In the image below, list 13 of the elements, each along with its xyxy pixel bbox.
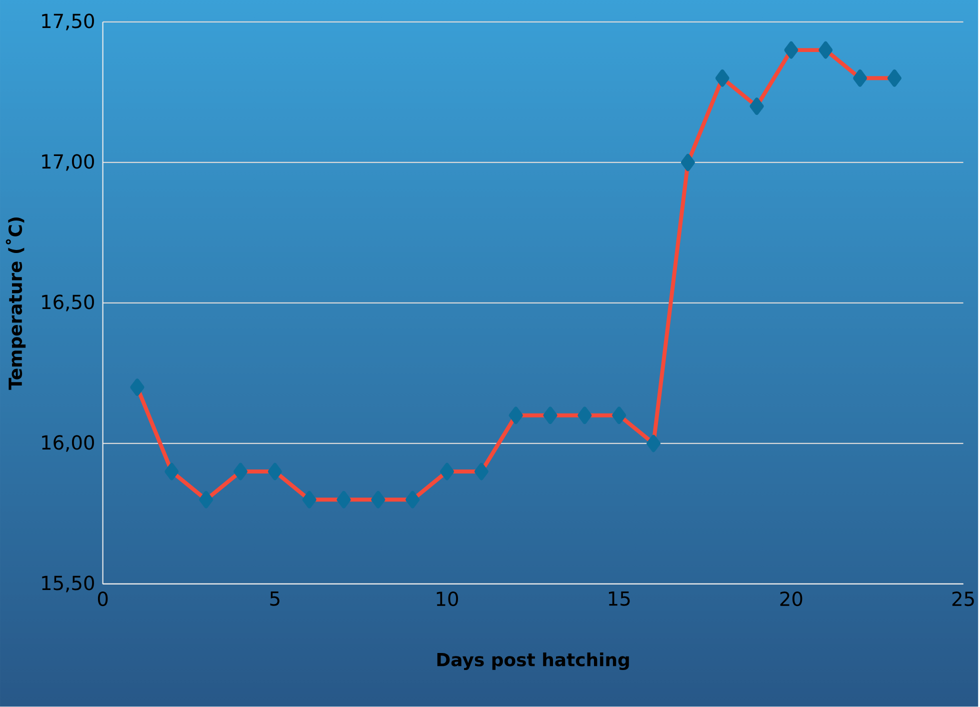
y-tick-label: 17,50 [42, 14, 94, 30]
x-axis-title: Days post hatching [437, 652, 629, 670]
x-tick-label: 20 [780, 592, 802, 606]
x-tick-label: 25 [952, 592, 974, 606]
y-axis-title: Temperature (˚C) [6, 218, 26, 390]
y-tick-label: 16,50 [42, 294, 94, 312]
y-tick-label: 16,00 [42, 435, 94, 452]
y-tick-label: 17,00 [42, 154, 94, 171]
y-tick-label: 15,50 [42, 576, 94, 592]
x-tick-label: 15 [608, 592, 630, 606]
x-tick-label: 5 [270, 592, 280, 606]
x-tick-label: 10 [436, 592, 458, 606]
x-tick-label: 0 [98, 592, 108, 606]
